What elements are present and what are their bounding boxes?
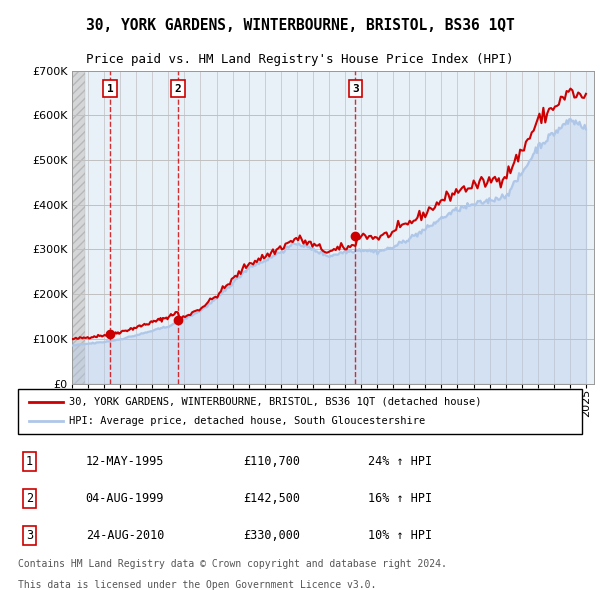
Text: 16% ↑ HPI: 16% ↑ HPI [368, 491, 432, 505]
Text: This data is licensed under the Open Government Licence v3.0.: This data is licensed under the Open Gov… [18, 579, 376, 589]
Text: 24-AUG-2010: 24-AUG-2010 [86, 529, 164, 542]
Text: 12-MAY-1995: 12-MAY-1995 [86, 455, 164, 468]
Text: 3: 3 [26, 529, 33, 542]
Text: Contains HM Land Registry data © Crown copyright and database right 2024.: Contains HM Land Registry data © Crown c… [18, 559, 447, 569]
Text: 3: 3 [352, 84, 359, 94]
Text: £110,700: £110,700 [244, 455, 301, 468]
FancyBboxPatch shape [18, 389, 582, 434]
Text: 24% ↑ HPI: 24% ↑ HPI [368, 455, 432, 468]
Text: Price paid vs. HM Land Registry's House Price Index (HPI): Price paid vs. HM Land Registry's House … [86, 53, 514, 66]
Text: £142,500: £142,500 [244, 491, 301, 505]
Text: HPI: Average price, detached house, South Gloucestershire: HPI: Average price, detached house, Sout… [69, 417, 425, 426]
Text: 2: 2 [26, 491, 33, 505]
Text: 30, YORK GARDENS, WINTERBOURNE, BRISTOL, BS36 1QT (detached house): 30, YORK GARDENS, WINTERBOURNE, BRISTOL,… [69, 397, 481, 407]
Text: 04-AUG-1999: 04-AUG-1999 [86, 491, 164, 505]
Text: 1: 1 [107, 84, 113, 94]
Text: £330,000: £330,000 [244, 529, 301, 542]
Text: 1: 1 [26, 455, 33, 468]
Bar [72, 71, 85, 384]
Text: 10% ↑ HPI: 10% ↑ HPI [368, 529, 432, 542]
Text: 30, YORK GARDENS, WINTERBOURNE, BRISTOL, BS36 1QT: 30, YORK GARDENS, WINTERBOURNE, BRISTOL,… [86, 18, 514, 32]
Text: 2: 2 [175, 84, 181, 94]
